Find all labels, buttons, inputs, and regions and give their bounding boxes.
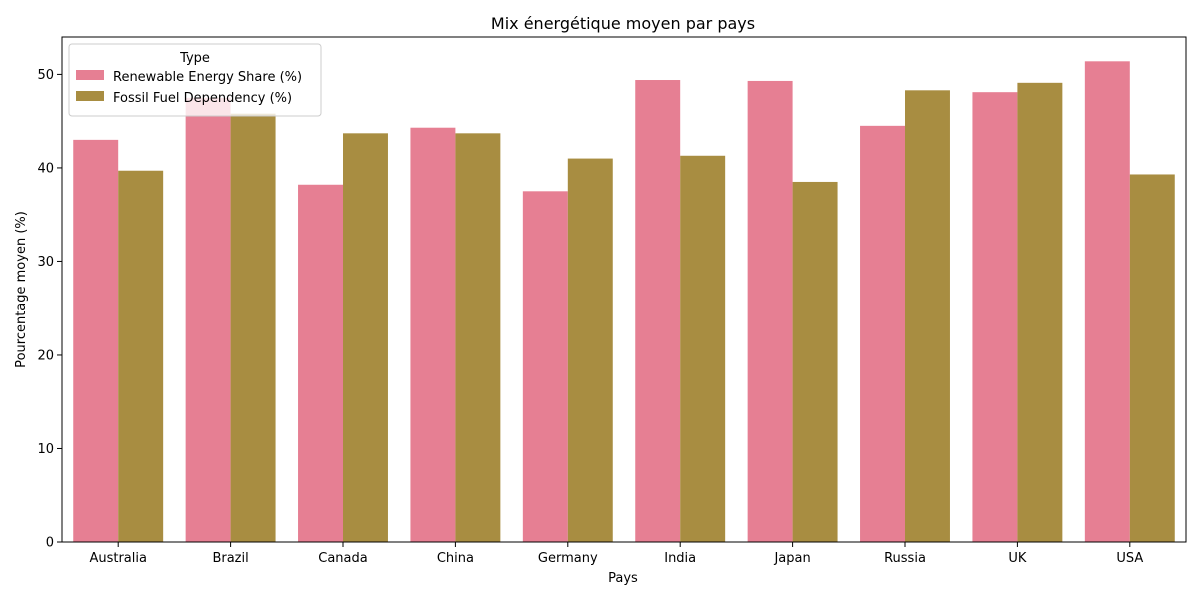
bar-fossil-india	[680, 155, 726, 542]
plot-frame	[61, 36, 1187, 543]
y-tick-label: 0	[46, 536, 54, 551]
bar-renewable-canada	[298, 184, 343, 542]
legend-label-fossil: Fossil Fuel Dependency (%)	[113, 91, 292, 106]
bar-renewable-germany	[522, 191, 568, 542]
bar-fossil-canada	[343, 133, 388, 542]
bar-fossil-australia	[118, 170, 164, 543]
bar-fossil-brazil	[230, 113, 276, 542]
x-axis-label: Pays	[608, 571, 638, 586]
y-tick-label: 30	[37, 255, 54, 270]
x-axis: Australia Brazil Canada China Germany India Ja…	[89, 542, 1143, 566]
legend: Type Renewable Energy Share (%) Fossil F…	[68, 43, 322, 117]
x-tick-label: Japan	[773, 551, 810, 566]
bar-fossil-japan	[792, 181, 838, 542]
bar-renewable-japan	[747, 80, 793, 542]
bar-renewable-brazil	[185, 97, 231, 542]
chart-title: Mix énergétique moyen par pays	[491, 14, 755, 33]
y-tick-label: 10	[37, 442, 54, 457]
bar-renewable-china	[410, 127, 456, 543]
bars-group	[73, 61, 1175, 543]
x-tick-label: Germany	[538, 551, 598, 566]
x-tick-label: UK	[1008, 551, 1027, 566]
y-axis-label: Pourcentage moyen (%)	[14, 211, 29, 368]
bar-fossil-china	[455, 133, 501, 542]
bar-renewable-usa	[1084, 61, 1130, 543]
bar-renewable-india	[635, 80, 681, 543]
y-tick-label: 20	[37, 348, 54, 363]
bar-fossil-germany	[567, 158, 613, 542]
legend-swatch-renewable	[76, 70, 104, 80]
x-tick-label: Brazil	[212, 551, 248, 566]
x-tick-label: Canada	[318, 551, 367, 566]
legend-swatch-fossil	[76, 91, 104, 101]
bar-fossil-uk	[1017, 82, 1063, 542]
legend-box	[68, 43, 322, 117]
bar-renewable-russia	[860, 125, 905, 542]
bar-renewable-uk	[972, 92, 1018, 543]
x-tick-label: USA	[1116, 551, 1143, 566]
y-tick-label: 50	[37, 68, 54, 83]
legend-label-renewable: Renewable Energy Share (%)	[113, 70, 302, 85]
x-tick-label: China	[437, 551, 474, 566]
y-tick-label: 40	[37, 161, 54, 176]
y-axis: 0 10 20 30 40 50	[37, 68, 62, 551]
bar-fossil-usa	[1129, 174, 1175, 542]
x-tick-label: India	[664, 551, 696, 566]
bar-fossil-russia	[905, 90, 950, 542]
legend-title: Type	[179, 51, 210, 66]
x-tick-label: Russia	[884, 551, 926, 566]
x-tick-label: Australia	[89, 551, 147, 566]
bar-renewable-australia	[73, 139, 119, 542]
